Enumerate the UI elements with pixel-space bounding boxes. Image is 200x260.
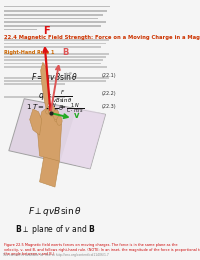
FancyBboxPatch shape — [4, 43, 106, 44]
FancyBboxPatch shape — [4, 25, 101, 27]
FancyBboxPatch shape — [4, 6, 110, 7]
Text: (22.3): (22.3) — [101, 104, 116, 109]
Text: (22.1): (22.1) — [101, 73, 116, 78]
Text: v: v — [74, 111, 79, 120]
Ellipse shape — [48, 105, 55, 116]
FancyBboxPatch shape — [4, 77, 109, 79]
FancyBboxPatch shape — [4, 40, 109, 41]
FancyBboxPatch shape — [4, 80, 106, 82]
Text: Right-Hand Rule 1: Right-Hand Rule 1 — [4, 50, 55, 55]
Polygon shape — [41, 62, 49, 109]
Polygon shape — [37, 107, 62, 161]
Ellipse shape — [50, 112, 53, 117]
Ellipse shape — [46, 109, 49, 114]
FancyBboxPatch shape — [4, 29, 37, 30]
Text: $1\;T = \frac{1\;N}{A\cdot m} = \frac{1\;N}{C\cdot m/s}$: $1\;T = \frac{1\;N}{A\cdot m} = \frac{1\… — [26, 101, 84, 116]
FancyBboxPatch shape — [4, 10, 107, 12]
Text: (22.2): (22.2) — [101, 92, 116, 96]
Text: $q = \frac{F}{vB\sin\theta}$: $q = \frac{F}{vB\sin\theta}$ — [38, 89, 72, 105]
Text: F: F — [43, 26, 49, 36]
Text: 22.4 Magnetic Field Strength: Force on a Moving Charge in a Magnetic Field: 22.4 Magnetic Field Strength: Force on a… — [4, 35, 200, 40]
FancyBboxPatch shape — [4, 14, 103, 16]
Ellipse shape — [53, 110, 59, 120]
FancyBboxPatch shape — [4, 46, 101, 48]
Polygon shape — [60, 107, 106, 169]
FancyBboxPatch shape — [4, 18, 98, 19]
Ellipse shape — [57, 116, 62, 125]
FancyBboxPatch shape — [4, 66, 107, 68]
Text: Figure 22.5 Magnetic field exerts forces on moving charges. The force is in the : Figure 22.5 Magnetic field exerts forces… — [4, 243, 200, 256]
Text: B: B — [63, 48, 69, 57]
FancyBboxPatch shape — [4, 21, 106, 23]
Polygon shape — [9, 99, 106, 169]
Text: $F = qvB\sin\theta$: $F = qvB\sin\theta$ — [31, 71, 78, 84]
Text: $\mathbf{B} \perp$ plane of $v$ and $\mathbf{B}$: $\mathbf{B} \perp$ plane of $v$ and $\ma… — [15, 223, 95, 236]
Text: $F \perp qvB\sin\theta$: $F \perp qvB\sin\theta$ — [28, 205, 82, 218]
Text: This content is available for free at http://cnx.org/content/col11406/1.7: This content is available for free at ht… — [2, 253, 108, 257]
FancyBboxPatch shape — [4, 53, 109, 55]
Polygon shape — [30, 109, 42, 135]
FancyBboxPatch shape — [4, 60, 103, 61]
FancyBboxPatch shape — [4, 56, 106, 58]
FancyBboxPatch shape — [4, 83, 65, 85]
Text: sin$\theta$: sin$\theta$ — [63, 70, 74, 77]
Text: $\theta$: $\theta$ — [58, 103, 64, 112]
FancyBboxPatch shape — [4, 63, 101, 64]
Polygon shape — [40, 156, 59, 187]
Ellipse shape — [55, 117, 58, 122]
FancyBboxPatch shape — [4, 96, 65, 98]
